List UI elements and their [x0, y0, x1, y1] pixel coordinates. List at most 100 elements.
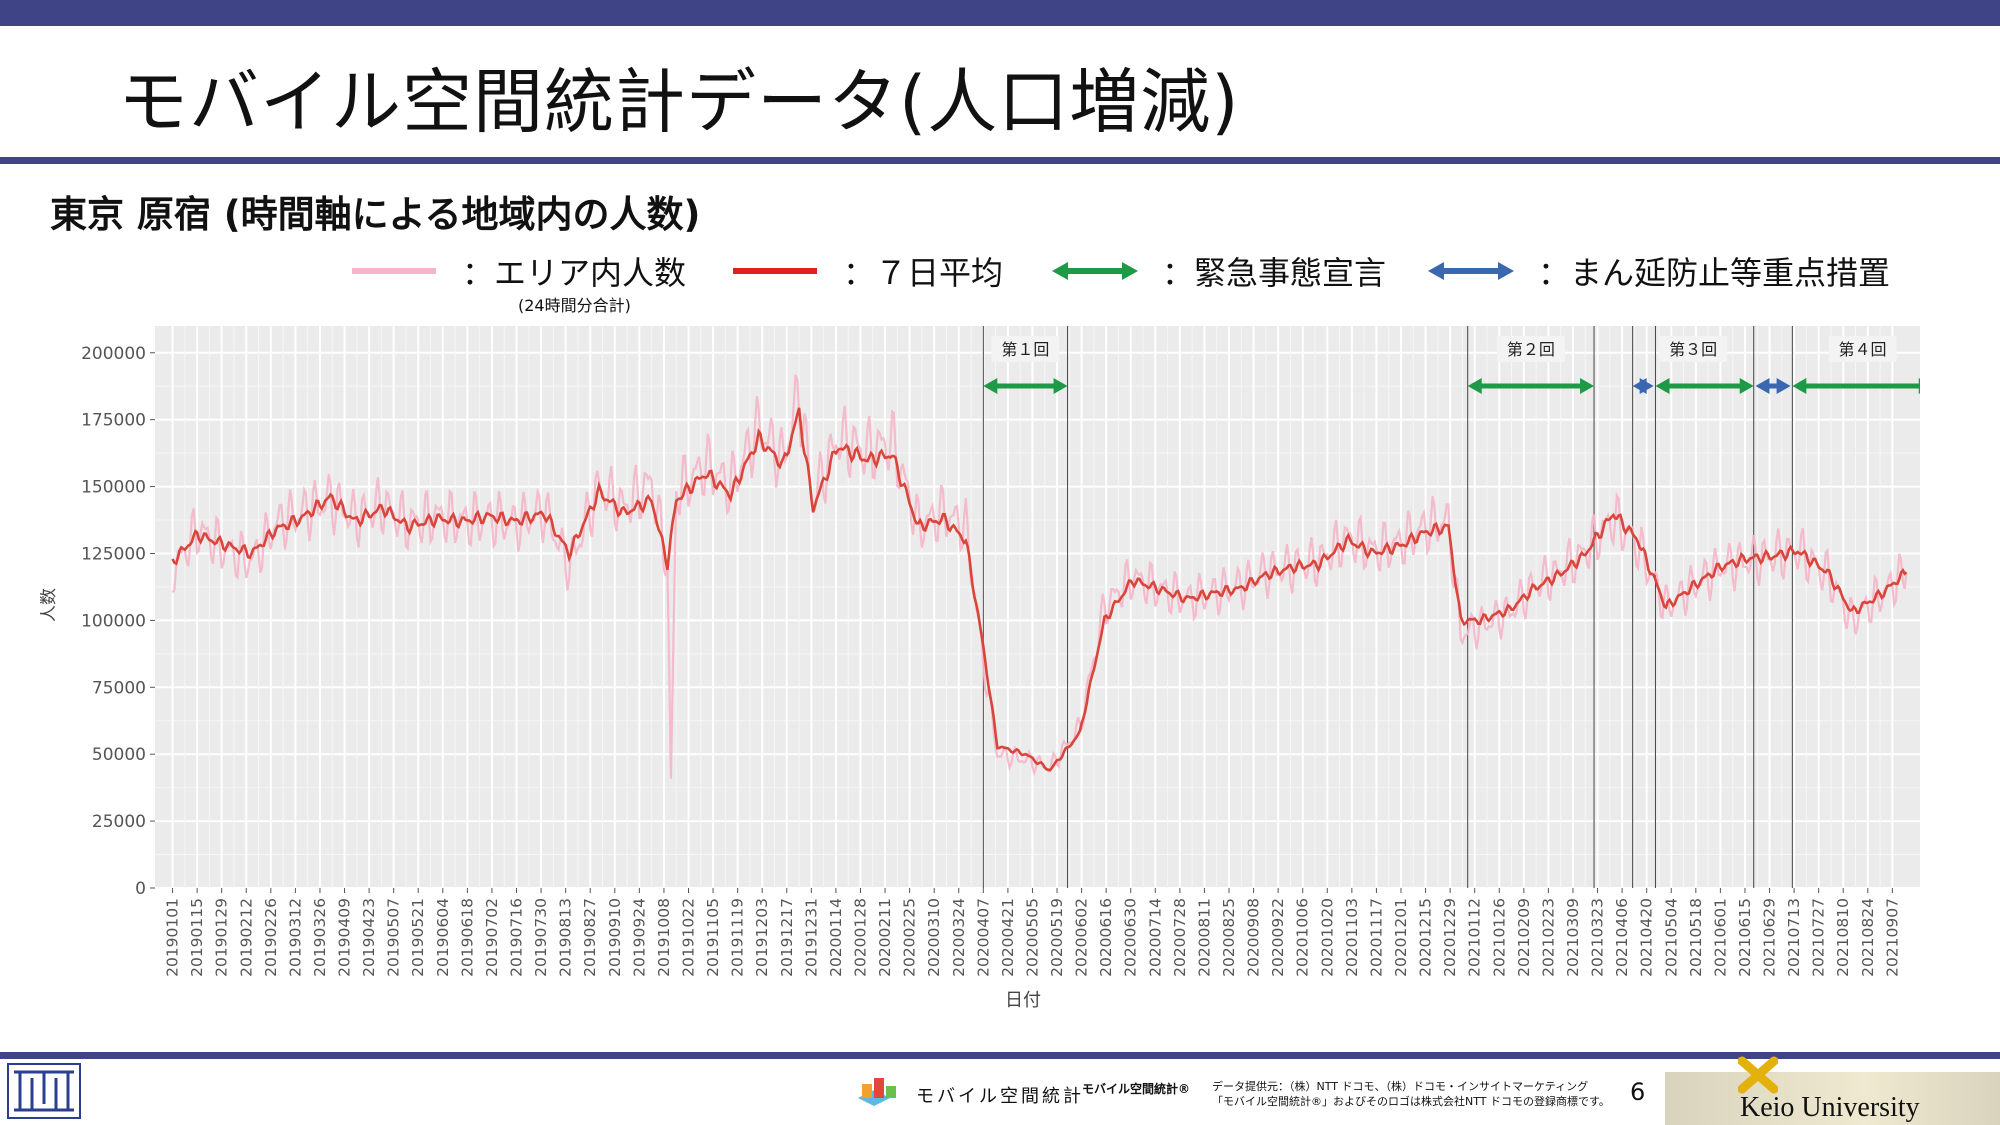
x-tick-label: 20200505 — [1023, 898, 1041, 977]
measure-arrow-head-left — [983, 378, 998, 394]
x-tick-label: 20201201 — [1392, 898, 1410, 977]
measure-arrow-head-right — [1776, 378, 1791, 394]
x-tick-label: 20190101 — [164, 898, 182, 977]
x-tick-label: 20210223 — [1539, 898, 1557, 977]
measure-arrow-head-right — [1639, 378, 1654, 394]
x-tick-label: 20210629 — [1761, 898, 1779, 977]
x-tick-label: 20210518 — [1687, 898, 1705, 977]
measure-arrow-head-right — [1053, 378, 1068, 394]
x-tick-label: 20190212 — [237, 898, 255, 977]
measure-arrow-head-left — [1755, 378, 1770, 394]
phase-label-box — [1828, 336, 1897, 362]
footer-logo-registered: モバイル空間統計® — [1082, 1082, 1191, 1096]
x-tick-label: 20190409 — [336, 898, 354, 977]
page-number: 6 — [1630, 1078, 1646, 1106]
x-tick-label: 20200908 — [1245, 898, 1263, 977]
y-tick-label: 100000 — [81, 611, 146, 631]
measure-arrow-head-right — [1918, 378, 1920, 394]
phase-label-box — [991, 336, 1060, 362]
x-tick-label: 20201229 — [1441, 898, 1459, 977]
x-tick-label: 20200825 — [1220, 898, 1238, 977]
measure-period-arrow — [1467, 378, 1595, 394]
x-tick-label: 20200519 — [1048, 898, 1066, 977]
x-tick-label: 20190716 — [508, 898, 526, 977]
x-tick-label: 20210824 — [1859, 898, 1877, 977]
institution-logo-icon — [7, 1063, 81, 1119]
x-tick-label: 20190115 — [188, 898, 206, 977]
x-tick-label: 20190423 — [360, 898, 378, 977]
x-tick-label: 20201006 — [1294, 898, 1312, 977]
x-tick-label: 20210126 — [1490, 898, 1508, 977]
x-tick-label: 20190924 — [630, 898, 648, 977]
x-tick-label: 20191022 — [679, 898, 697, 977]
legend-area-swatch — [352, 268, 436, 274]
x-tick-label: 20200324 — [950, 898, 968, 977]
x-tick-label: 20200811 — [1195, 898, 1213, 977]
title-rule — [0, 157, 2000, 164]
x-tick-label: 20210601 — [1711, 898, 1729, 977]
y-axis-label: 人数 — [40, 588, 59, 622]
legend-avg-swatch — [733, 268, 817, 274]
x-tick-label: 20201117 — [1367, 898, 1385, 977]
x-tick-label: 20210907 — [1883, 898, 1901, 977]
x-tick-label: 20190827 — [581, 898, 599, 977]
measure-arrow-head-left — [1655, 378, 1670, 394]
legend-avg-label: ：７日平均 — [843, 254, 1004, 292]
footer-rule — [0, 1052, 2000, 1059]
x-tick-label: 20200114 — [827, 898, 845, 977]
x-tick-label: 20210406 — [1613, 898, 1631, 977]
x-tick-label: 20201020 — [1318, 898, 1336, 977]
x-tick-label: 20210112 — [1466, 898, 1484, 977]
y-tick-label: 0 — [135, 879, 146, 899]
x-tick-label: 20190129 — [213, 898, 231, 977]
top-bar — [0, 0, 2000, 26]
phase-label: 第２回 — [1507, 340, 1555, 359]
footer-credit-line1: データ提供元：（株）NTT ドコモ、（株）ドコモ・インサイトマーケティング — [1212, 1080, 1589, 1093]
x-tick-label: 20191231 — [802, 898, 820, 977]
measure-period-arrow — [983, 378, 1068, 394]
x-tick-label: 20210713 — [1785, 898, 1803, 977]
y-tick-label: 150000 — [81, 478, 146, 498]
x-axis-label: 日付 — [1005, 990, 1041, 1011]
x-tick-label: 20190326 — [311, 898, 329, 977]
x-tick-label: 20191203 — [753, 898, 771, 977]
x-tick-label: 20190507 — [385, 898, 403, 977]
x-tick-label: 20190730 — [532, 898, 550, 977]
x-tick-label: 20200310 — [925, 898, 943, 977]
x-tick-label: 20190521 — [409, 898, 427, 977]
x-tick-label: 20190702 — [483, 898, 501, 977]
phase-label: 第４回 — [1839, 340, 1887, 359]
chart-subtitle: 東京 原宿 (時間軸による地域内の人数) — [50, 193, 701, 236]
mobile-statistics-logo-icon — [858, 1078, 896, 1106]
x-tick-label: 20210615 — [1736, 898, 1754, 977]
chart: 第１回 第２回 第３回 第４回 0 25000 50000 75000 100000 12500… — [40, 326, 1920, 1011]
phase-label: 第３回 — [1669, 340, 1717, 359]
series-line-area-count — [171, 374, 1908, 779]
measure-period-arrow — [1755, 378, 1791, 394]
measure-period-arrow — [1632, 378, 1654, 394]
legend-avg: ：７日平均 — [733, 248, 1003, 294]
x-tick-label: 20200225 — [901, 898, 919, 977]
x-tick-label: 20190312 — [286, 898, 304, 977]
measure-period-arrow — [1655, 378, 1754, 394]
y-tick-label: 200000 — [81, 344, 146, 364]
footer-logo-text: モバイル空間統計 — [916, 1086, 1084, 1107]
x-tick-label: 20201103 — [1343, 898, 1361, 977]
x-tick-label: 20200211 — [876, 898, 894, 977]
university-pen-logo-icon — [1738, 1056, 1778, 1094]
phase-label: 第１回 — [1001, 340, 1049, 359]
x-tick-label: 20200630 — [1122, 898, 1140, 977]
measure-arrow-head-right — [1739, 378, 1754, 394]
x-tick-label: 20201215 — [1417, 898, 1435, 977]
x-tick-label: 20191105 — [704, 898, 722, 977]
x-tick-label: 20200714 — [1146, 898, 1164, 977]
x-tick-label: 20210209 — [1515, 898, 1533, 977]
university-name: Keio University — [1740, 1092, 1920, 1123]
series-line-7day-average — [171, 407, 1908, 772]
x-tick-label: 20191217 — [778, 898, 796, 977]
x-tick-label: 20190604 — [434, 898, 452, 977]
x-tick-label: 20200407 — [974, 898, 992, 977]
legend-manen: ：まん延防止等重点措置 — [1428, 248, 1890, 294]
legend-area-label: ：エリア内人数 — [462, 254, 687, 292]
x-tick-label: 20200602 — [1073, 898, 1091, 977]
